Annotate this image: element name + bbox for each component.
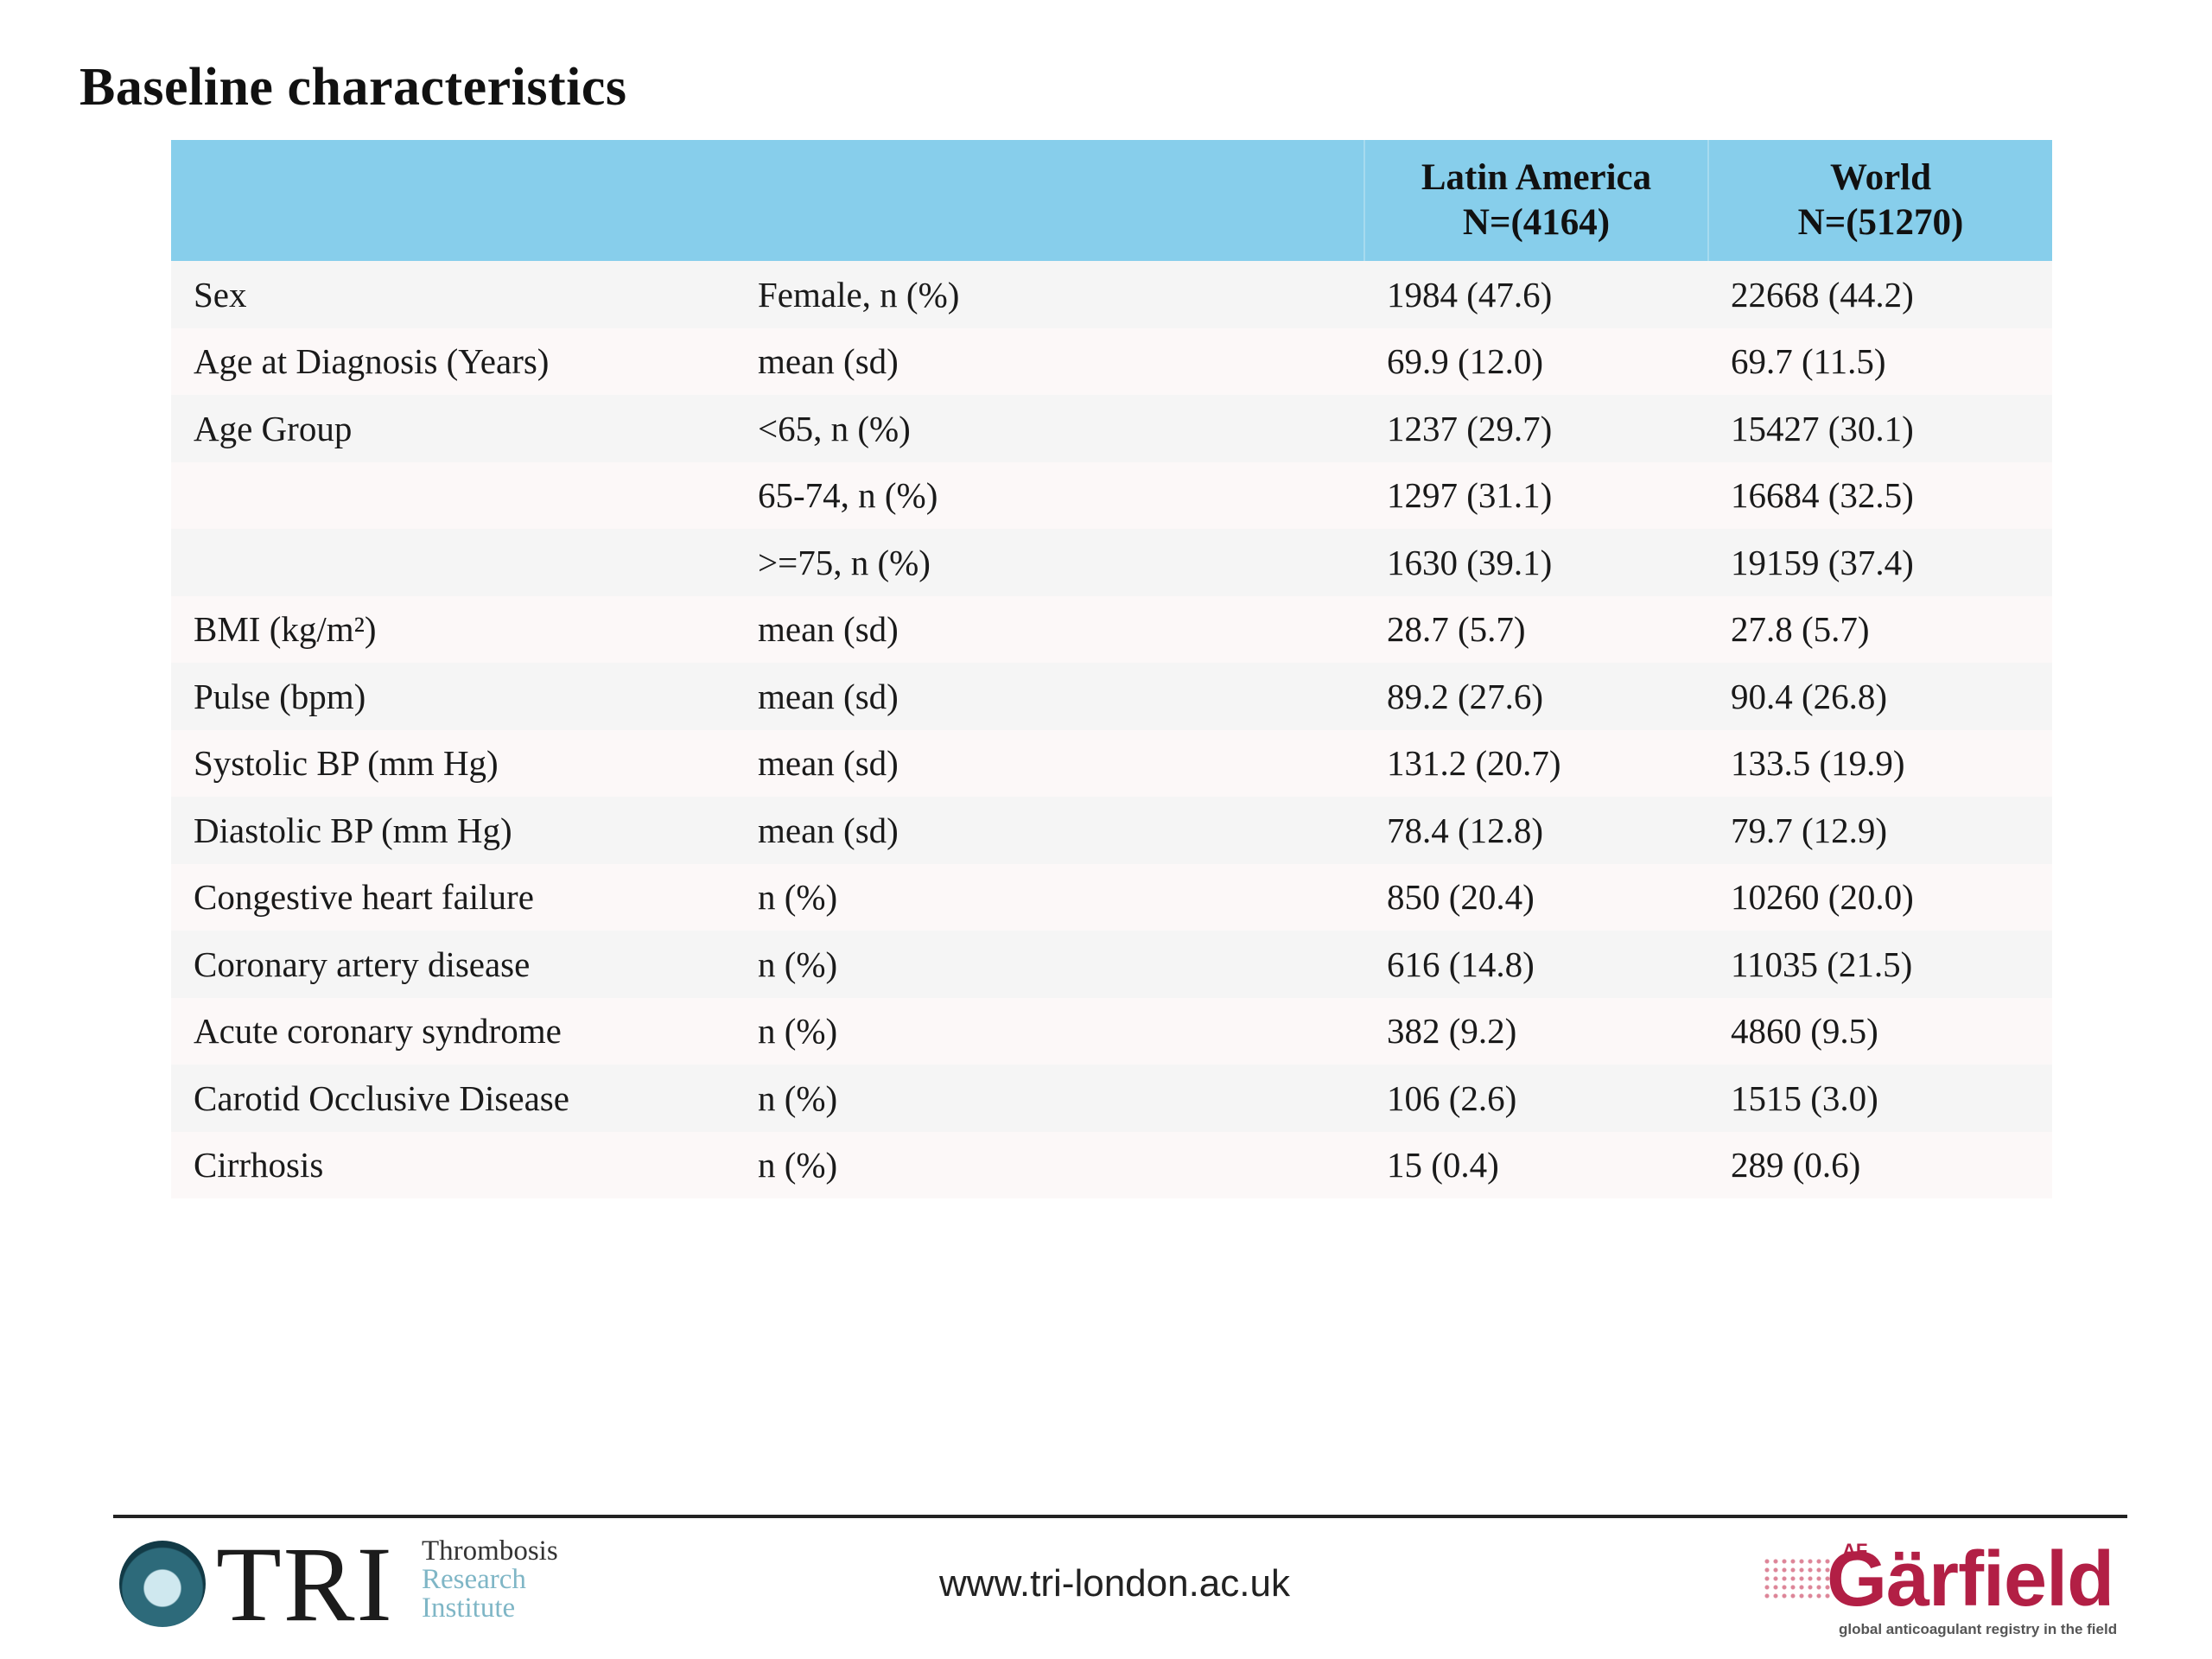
characteristic-cell: Acute coronary syndrome xyxy=(171,997,735,1065)
latin-america-cell: 28.7 (5.7) xyxy=(1364,595,1708,663)
header-latin-america-label: Latin America xyxy=(1421,157,1652,198)
world-cell: 15427 (30.1) xyxy=(1708,395,2052,462)
header-latin-america-n: N=(4164) xyxy=(1462,202,1611,243)
header-characteristic xyxy=(171,140,735,261)
latin-america-cell: 1297 (31.1) xyxy=(1364,461,1708,529)
measure-cell: mean (sd) xyxy=(735,595,1364,663)
tri-logo: TRI Thrombosis Research Institute xyxy=(119,1529,569,1641)
characteristic-cell: Systolic BP (mm Hg) xyxy=(171,729,735,797)
measure-cell: mean (sd) xyxy=(735,729,1364,797)
latin-america-cell: 616 (14.8) xyxy=(1364,931,1708,998)
world-cell: 4860 (9.5) xyxy=(1708,997,2052,1065)
table-body: Sex Female, n (%) 1984 (47.6) 22668 (44.2) A… xyxy=(171,261,2052,1198)
table-row: Cirrhosis n (%) 15 (0.4) 289 (0.6) xyxy=(171,1131,2052,1198)
measure-cell: Female, n (%) xyxy=(735,261,1364,328)
world-cell: 1515 (3.0) xyxy=(1708,1065,2052,1132)
garfield-logo-tagline: global anticoagulant registry in the fie… xyxy=(1839,1621,2118,1637)
page-title: Baseline characteristics xyxy=(79,58,627,117)
latin-america-cell: 89.2 (27.6) xyxy=(1364,663,1708,730)
table-row: Diastolic BP (mm Hg) mean (sd) 78.4 (12.8)… xyxy=(171,797,2052,864)
world-cell: 22668 (44.2) xyxy=(1708,261,2052,328)
world-cell: 11035 (21.5) xyxy=(1708,931,2052,998)
world-cell: 16684 (32.5) xyxy=(1708,461,2052,529)
tri-logo-subtitle: Thrombosis Research Institute xyxy=(422,1537,558,1623)
header-world-label: World xyxy=(1829,157,1932,198)
latin-america-cell: 382 (9.2) xyxy=(1364,997,1708,1065)
measure-cell: >=75, n (%) xyxy=(735,529,1364,596)
latin-america-cell: 850 (20.4) xyxy=(1364,863,1708,931)
world-cell: 133.5 (19.9) xyxy=(1708,729,2052,797)
table-header-row: Latin America N=(4164) World N=(51270) xyxy=(171,140,2052,261)
table-row: Systolic BP (mm Hg) mean (sd) 131.2 (20.7)… xyxy=(171,729,2052,797)
header-measure xyxy=(735,140,1364,261)
characteristic-cell xyxy=(171,529,735,596)
table-row: 65-74, n (%) 1297 (31.1) 16684 (32.5) xyxy=(171,461,2052,529)
garfield-dots-icon xyxy=(1763,1557,1832,1600)
baseline-table: Latin America N=(4164) World N=(51270) S… xyxy=(171,140,2052,1198)
garfield-logo: Gärfield AF global anticoagulant registr… xyxy=(1763,1531,2126,1637)
world-cell: 27.8 (5.7) xyxy=(1708,595,2052,663)
table-row: Coronary artery disease n (%) 616 (14.8) 11… xyxy=(171,931,2052,998)
characteristic-cell: Age Group xyxy=(171,395,735,462)
latin-america-cell: 131.2 (20.7) xyxy=(1364,729,1708,797)
table-row: Sex Female, n (%) 1984 (47.6) 22668 (44.2) xyxy=(171,261,2052,328)
garfield-logo-prefix: AF xyxy=(1842,1540,1868,1561)
measure-cell: 65-74, n (%) xyxy=(735,461,1364,529)
table-row: Congestive heart failure n (%) 850 (20.4) 1… xyxy=(171,863,2052,931)
measure-cell: mean (sd) xyxy=(735,663,1364,730)
measure-cell: n (%) xyxy=(735,863,1364,931)
latin-america-cell: 1984 (47.6) xyxy=(1364,261,1708,328)
header-world-n: N=(51270) xyxy=(1797,202,1964,243)
tri-logo-mark: TRI xyxy=(216,1525,394,1643)
tri-circle-icon xyxy=(119,1541,206,1627)
footer-divider xyxy=(113,1515,2127,1518)
world-cell: 69.7 (11.5) xyxy=(1708,327,2052,395)
table-row: Acute coronary syndrome n (%) 382 (9.2) 486… xyxy=(171,997,2052,1065)
world-cell: 289 (0.6) xyxy=(1708,1131,2052,1198)
tri-logo-line2: Research xyxy=(422,1564,526,1595)
measure-cell: n (%) xyxy=(735,931,1364,998)
tri-logo-line3: Institute xyxy=(422,1592,516,1624)
measure-cell: n (%) xyxy=(735,1131,1364,1198)
latin-america-cell: 78.4 (12.8) xyxy=(1364,797,1708,864)
measure-cell: mean (sd) xyxy=(735,797,1364,864)
characteristic-cell: BMI (kg/m²) xyxy=(171,595,735,663)
measure-cell: n (%) xyxy=(735,997,1364,1065)
table-row: Carotid Occlusive Disease n (%) 106 (2.6) 1… xyxy=(171,1065,2052,1132)
measure-cell: <65, n (%) xyxy=(735,395,1364,462)
world-cell: 10260 (20.0) xyxy=(1708,863,2052,931)
table-row: >=75, n (%) 1630 (39.1) 19159 (37.4) xyxy=(171,529,2052,596)
latin-america-cell: 1630 (39.1) xyxy=(1364,529,1708,596)
measure-cell: mean (sd) xyxy=(735,327,1364,395)
characteristic-cell: Diastolic BP (mm Hg) xyxy=(171,797,735,864)
world-cell: 79.7 (12.9) xyxy=(1708,797,2052,864)
latin-america-cell: 106 (2.6) xyxy=(1364,1065,1708,1132)
world-cell: 90.4 (26.8) xyxy=(1708,663,2052,730)
characteristic-cell: Pulse (bpm) xyxy=(171,663,735,730)
footer-url: www.tri-london.ac.uk xyxy=(939,1562,1290,1605)
table-row: Age Group <65, n (%) 1237 (29.7) 15427 (30.… xyxy=(171,395,2052,462)
tri-logo-line1: Thrombosis xyxy=(422,1535,558,1567)
characteristic-cell xyxy=(171,461,735,529)
garfield-logo-name: Gärfield xyxy=(1827,1536,2114,1623)
header-world: World N=(51270) xyxy=(1707,140,2052,261)
characteristic-cell: Coronary artery disease xyxy=(171,931,735,998)
characteristic-cell: Congestive heart failure xyxy=(171,863,735,931)
table-row: BMI (kg/m²) mean (sd) 28.7 (5.7) 27.8 (5.7) xyxy=(171,595,2052,663)
table-row: Age at Diagnosis (Years) mean (sd) 69.9 (1… xyxy=(171,327,2052,395)
characteristic-cell: Age at Diagnosis (Years) xyxy=(171,327,735,395)
characteristic-cell: Cirrhosis xyxy=(171,1131,735,1198)
table-row: Pulse (bpm) mean (sd) 89.2 (27.6) 90.4 (26.… xyxy=(171,663,2052,730)
measure-cell: n (%) xyxy=(735,1065,1364,1132)
header-latin-america: Latin America N=(4164) xyxy=(1363,140,1708,261)
world-cell: 19159 (37.4) xyxy=(1708,529,2052,596)
latin-america-cell: 69.9 (12.0) xyxy=(1364,327,1708,395)
latin-america-cell: 1237 (29.7) xyxy=(1364,395,1708,462)
characteristic-cell: Carotid Occlusive Disease xyxy=(171,1065,735,1132)
characteristic-cell: Sex xyxy=(171,261,735,328)
latin-america-cell: 15 (0.4) xyxy=(1364,1131,1708,1198)
